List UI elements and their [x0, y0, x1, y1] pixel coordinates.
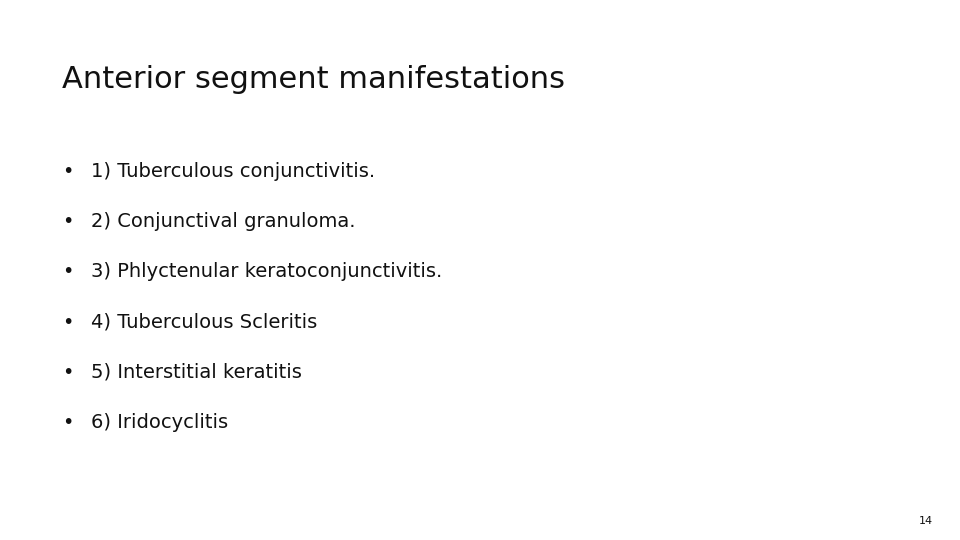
- Text: •: •: [62, 162, 74, 181]
- Text: •: •: [62, 363, 74, 382]
- Text: 4) Tuberculous Scleritis: 4) Tuberculous Scleritis: [91, 313, 318, 332]
- Text: •: •: [62, 212, 74, 231]
- Text: Anterior segment manifestations: Anterior segment manifestations: [62, 65, 565, 94]
- Text: 3) Phlyctenular keratoconjunctivitis.: 3) Phlyctenular keratoconjunctivitis.: [91, 262, 443, 281]
- Text: 5) Interstitial keratitis: 5) Interstitial keratitis: [91, 363, 302, 382]
- Text: 6) Iridocyclitis: 6) Iridocyclitis: [91, 413, 228, 432]
- Text: 2) Conjunctival granuloma.: 2) Conjunctival granuloma.: [91, 212, 356, 231]
- Text: 14: 14: [919, 516, 933, 526]
- Text: •: •: [62, 313, 74, 332]
- Text: •: •: [62, 262, 74, 281]
- Text: 1) Tuberculous conjunctivitis.: 1) Tuberculous conjunctivitis.: [91, 162, 375, 181]
- Text: •: •: [62, 413, 74, 432]
